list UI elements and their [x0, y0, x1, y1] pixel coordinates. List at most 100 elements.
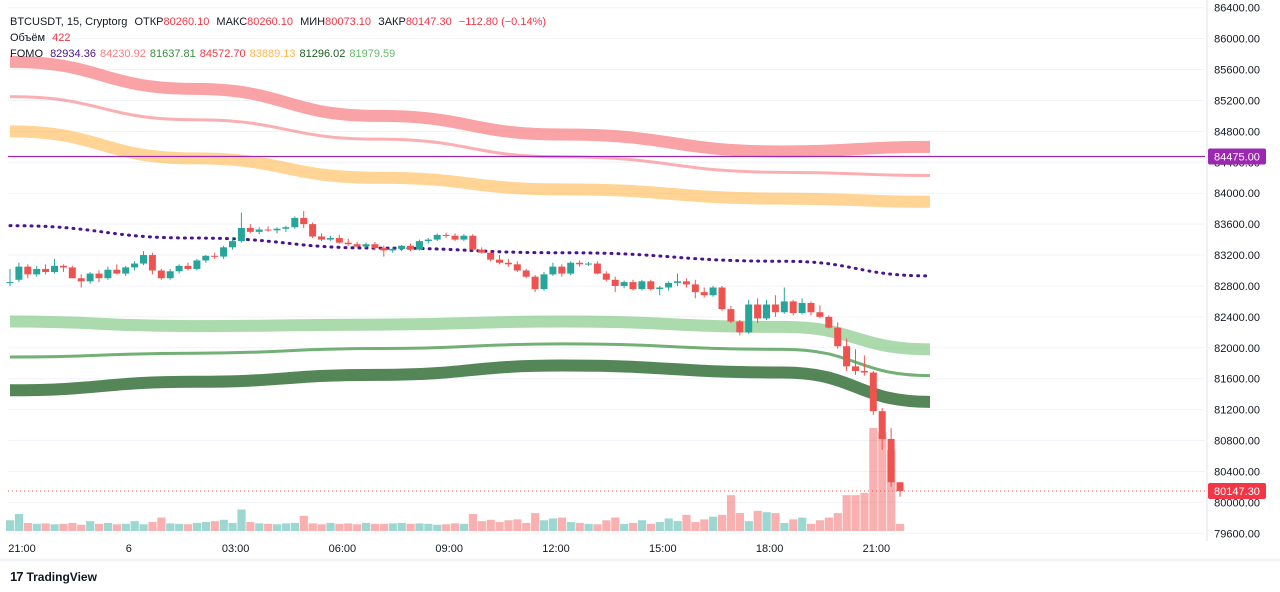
open-value: 80260.10	[163, 16, 210, 28]
fomo-value-2: 81637.81	[149, 48, 196, 60]
candle-body	[282, 227, 290, 229]
volume-bar	[540, 520, 549, 531]
fomo-band	[9, 125, 931, 208]
fomo-band	[9, 342, 931, 378]
symbol-title[interactable]: BTCUSDT, 15, Cryptorg	[10, 16, 128, 28]
volume-bar	[379, 523, 388, 531]
low-label: МИН	[300, 16, 326, 28]
price-tick-label: 82800.00	[1214, 281, 1260, 293]
volume-bar	[121, 523, 130, 531]
volume-bar	[388, 523, 397, 531]
volume-bar	[548, 518, 558, 531]
candle-body	[24, 266, 32, 275]
candle-body	[674, 281, 681, 283]
volume-bar	[219, 519, 228, 531]
candle-body	[611, 279, 619, 286]
volume-bar	[237, 509, 246, 531]
tradingview-brand[interactable]: 17 TradingView	[10, 569, 97, 584]
time-axis[interactable]: 21:00 6 03:00 06:00 09:00 12:00 15:00 18:00 21:0…	[8, 543, 890, 555]
volume-value: 422	[52, 32, 71, 44]
brand-name: TradingView	[26, 569, 97, 584]
candle-body	[647, 281, 655, 290]
candle-body	[789, 301, 797, 314]
candle-body	[237, 227, 245, 242]
volume-bar	[700, 519, 709, 531]
candle-body	[86, 273, 94, 282]
candle-body	[852, 366, 859, 371]
candle-body	[558, 266, 566, 274]
price-tick-label: 82000.00	[1214, 343, 1260, 355]
volume-bar	[50, 524, 59, 531]
candle-body	[309, 224, 317, 237]
price-tick-label: 82400.00	[1214, 312, 1260, 324]
candle-body	[763, 304, 770, 319]
candle-body	[255, 229, 263, 232]
candle-body	[246, 227, 254, 232]
candle-body	[264, 229, 272, 231]
volume-bar	[709, 516, 718, 531]
high-value: 80260.10	[247, 16, 294, 28]
candle-body	[157, 270, 165, 279]
volume-bar	[664, 518, 673, 531]
volume-bar	[166, 523, 175, 531]
volume-bar	[459, 523, 469, 531]
volume-bar	[726, 495, 736, 531]
volume-label: Объём	[10, 32, 46, 44]
volume-bar	[308, 523, 317, 531]
volume-bar	[637, 520, 647, 531]
time-tick-label: 09:00	[435, 543, 463, 555]
volume-bar	[557, 517, 566, 531]
candle-body	[77, 278, 85, 282]
fomo-bands	[8, 55, 932, 408]
volume-bar	[59, 523, 68, 531]
volume-bar	[184, 524, 193, 531]
volume-bar	[86, 521, 95, 531]
volume-bar	[842, 495, 851, 531]
candle-body	[522, 270, 530, 277]
candle-body	[602, 273, 610, 280]
candle-body	[300, 217, 308, 225]
price-label-text: 80147.30	[1214, 486, 1260, 498]
volume-bar	[780, 522, 789, 531]
volume-bar	[326, 522, 335, 531]
volume-bar	[824, 517, 833, 531]
volume-row[interactable]: Объём 422	[10, 30, 550, 46]
fomo-row[interactable]: FOMO 82934.36 84230.92 81637.81 84572.70 838…	[10, 46, 550, 62]
volume-bar	[887, 450, 896, 531]
ohlc-row: BTCUSDT, 15, Cryptorg ОТКР80260.10 МАКС8…	[10, 14, 550, 30]
price-axis[interactable]: 86400.00 86000.00 85600.00 85200.00 84800.00…	[1214, 3, 1260, 541]
open-label: ОТКР	[134, 16, 164, 28]
price-tick-label: 85600.00	[1214, 65, 1260, 77]
volume-bar	[201, 522, 210, 531]
candle-body	[718, 287, 726, 310]
volume-bar	[815, 520, 825, 531]
price-tick-label: 86400.00	[1214, 3, 1260, 15]
price-tick-label: 79600.00	[1214, 528, 1260, 540]
volume-bar	[397, 522, 406, 531]
volume-bar	[299, 515, 308, 531]
candle-body	[825, 316, 833, 328]
candle-body	[576, 262, 584, 265]
candles	[6, 210, 904, 497]
fomo-value-0: 82934.36	[50, 48, 96, 60]
candle-body	[433, 234, 441, 240]
candle-body	[460, 235, 468, 240]
volume-bar	[139, 524, 148, 531]
candle-body	[326, 238, 334, 240]
candle-body	[362, 244, 370, 247]
volume-bar	[833, 513, 842, 531]
tradingview-logo-icon: 17	[10, 569, 24, 584]
price-label-box	[1208, 148, 1266, 165]
volume-bar	[611, 517, 620, 531]
high-label: МАКС	[216, 16, 248, 28]
candle-body	[771, 304, 779, 313]
candle-body	[33, 268, 41, 275]
candle-body	[184, 265, 192, 269]
candle-body	[593, 263, 601, 274]
change-value: −112.80 (−0.14%)	[458, 16, 547, 28]
volume-bar	[575, 522, 584, 531]
candle-body	[504, 262, 512, 265]
volume-bar	[41, 523, 50, 531]
volume-bar	[869, 427, 878, 531]
